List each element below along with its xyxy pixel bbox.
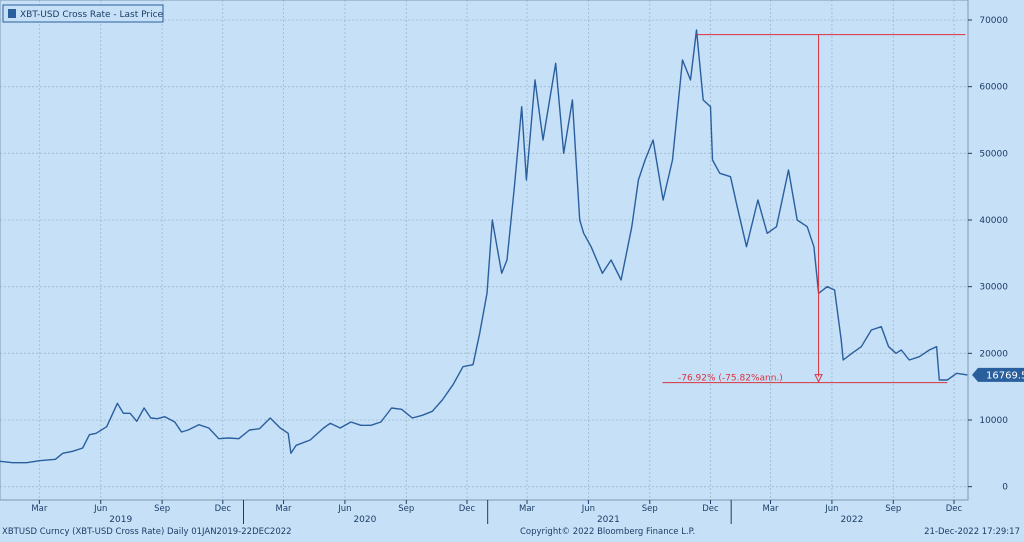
vertical-gridlines: [38, 0, 955, 500]
x-tick-label: Sep: [154, 504, 170, 514]
y-tick-label: 50000: [979, 149, 1008, 159]
y-tick-label: 0: [1002, 483, 1008, 493]
last-price-badge-text: 16769.57: [986, 370, 1024, 381]
series-group: [0, 29, 968, 464]
x-tick-label: Mar: [519, 504, 536, 514]
x-tick-label: Sep: [642, 504, 658, 514]
x-tick-label: Dec: [459, 504, 476, 514]
x-tick-label: Dec: [215, 504, 232, 514]
y-tick-label: 20000: [979, 349, 1008, 359]
x-tick-label: Mar: [276, 504, 293, 514]
drawdown-annotation-group: [662, 34, 966, 384]
x-tick-label: Jun: [337, 504, 351, 514]
legend-swatch: [8, 9, 16, 18]
x-tick-label: Dec: [702, 504, 719, 514]
x-tick-label: Mar: [763, 504, 780, 514]
drop-arrowhead: [814, 374, 823, 383]
drawdown-label: -76.92% (-75.82%ann.): [678, 374, 783, 384]
x-year-label: 2020: [353, 515, 376, 525]
y-tick-label: 70000: [979, 16, 1008, 26]
footer-right: 21-Dec-2022 17:29:17: [924, 527, 1020, 537]
x-tick-label: Mar: [31, 504, 48, 514]
x-year-label: 2019: [109, 515, 132, 525]
x-tick-label: Jun: [581, 504, 595, 514]
y-tick-label: 60000: [979, 83, 1008, 93]
price-series-line: [0, 29, 968, 464]
x-tick-label: Sep: [398, 504, 414, 514]
plot-frame: [0, 0, 969, 501]
last-price-badge: 16769.57: [972, 367, 1024, 382]
y-tick-label: 10000: [979, 416, 1008, 426]
y-axis: 0 10000 20000 30000 40000 50000 60000 70000: [968, 16, 1008, 493]
footer: XBTUSD Curncy (XBT-USD Cross Rate) Daily…: [2, 527, 1020, 537]
legend-label: XBT-USD Cross Rate - Last Price: [20, 10, 164, 20]
footer-left: XBTUSD Curncy (XBT-USD Cross Rate) Daily…: [2, 527, 292, 537]
x-tick-label: Sep: [885, 504, 901, 514]
x-axis: Mar Jun Sep Dec Mar Jun Sep Dec Mar Jun Sep Dec Mar J…: [31, 500, 963, 525]
legend: XBT-USD Cross Rate - Last Price: [2, 4, 164, 23]
x-year-label: 2022: [840, 515, 863, 525]
last-price-badge-shape: [972, 367, 1024, 382]
footer-center: Copyright© 2022 Bloomberg Finance L.P.: [520, 527, 695, 537]
x-tick-label: Jun: [93, 504, 107, 514]
y-tick-label: 40000: [979, 216, 1008, 226]
legend-box: [2, 4, 164, 23]
y-tick-label: 30000: [979, 283, 1008, 293]
x-year-label: 2021: [597, 515, 620, 525]
x-tick-label: Dec: [946, 504, 963, 514]
x-tick-label: Jun: [824, 504, 838, 514]
